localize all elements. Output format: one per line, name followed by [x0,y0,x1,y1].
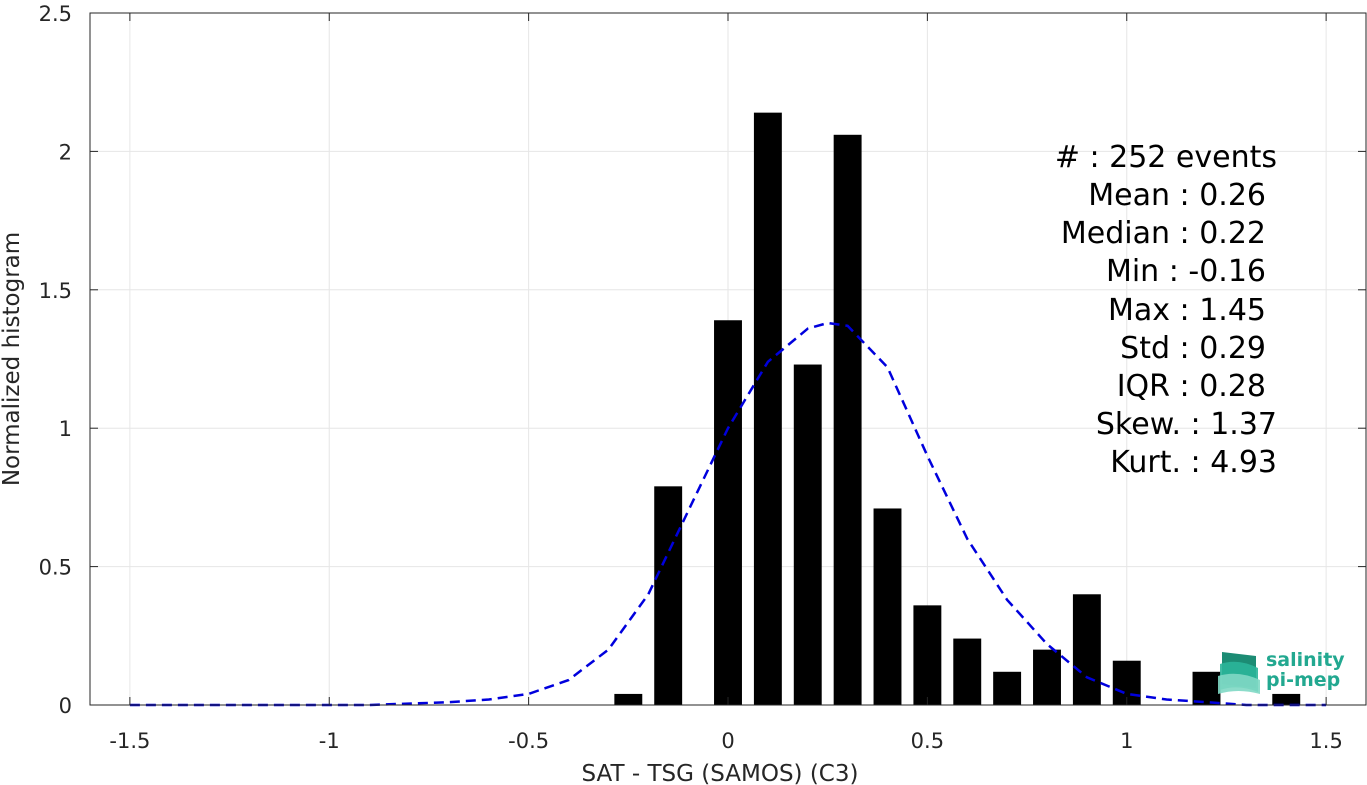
histogram-bar [714,320,742,705]
x-tick-labels: -1.5 -1 -0.5 0 0.5 1 1.5 [109,729,1342,753]
x-axis-label: SAT - TSG (SAMOS) (C3) [582,761,859,785]
stat-events: # : 252 events [1055,140,1277,175]
histogram-bar [1072,594,1101,705]
y-tick-label: 0 [59,694,72,718]
stat-std: Std : 0.29 [1120,331,1266,366]
y-tick-label: 1.5 [39,279,72,303]
histogram-bars [614,112,1301,706]
histogram-bar [793,364,822,705]
stat-max: Max : 1.45 [1108,293,1266,328]
x-tick-label: -1 [319,729,340,753]
stat-mean: Mean : 0.26 [1088,178,1266,213]
logo-text-line2: pi-mep [1266,669,1340,691]
x-tick-label: 1.5 [1309,729,1342,753]
y-tick-label: 2 [59,140,72,164]
axis-ticks [90,12,1366,706]
histogram-bar [953,638,982,705]
x-tick-label: 0 [721,729,734,753]
histogram-bar [1033,649,1061,705]
wave-logo-icon [1218,652,1260,694]
histogram-bar [614,693,643,705]
x-tick-label: -1.5 [109,729,150,753]
histogram-bar [1272,693,1301,705]
stat-min: Min : -0.16 [1106,254,1266,289]
y-axis-label: Normalized histogram [0,232,25,486]
histogram-bar [753,112,782,705]
x-tick-label: 1 [1120,729,1133,753]
y-tick-labels: 0 0.5 1 1.5 2 2.5 [39,2,72,718]
histogram-bar [873,508,902,705]
y-tick-label: 2.5 [39,2,72,26]
logo-text-line1: salinity [1266,649,1345,671]
stat-kurt: Kurt. : 4.93 [1110,445,1277,480]
normal-fit-curve [129,321,1327,707]
x-tick-label: -0.5 [508,729,549,753]
histogram-bar [993,671,1022,705]
histogram-bar [833,134,862,706]
y-tick-label: 0.5 [39,556,72,580]
y-tick-label: 1 [59,417,72,441]
stat-median: Median : 0.22 [1061,216,1266,251]
stat-iqr: IQR : 0.28 [1117,369,1266,404]
histogram-bar [1192,671,1221,705]
histogram-bar [913,605,942,705]
stat-skew: Skew. : 1.37 [1096,407,1277,442]
stats-box: # : 252 events Mean : 0.26 Median : 0.22… [1055,140,1277,480]
x-tick-label: 0.5 [911,729,944,753]
salinity-pi-mep-logo: salinity pi-mep [1218,649,1345,694]
histogram-bar [654,486,683,705]
